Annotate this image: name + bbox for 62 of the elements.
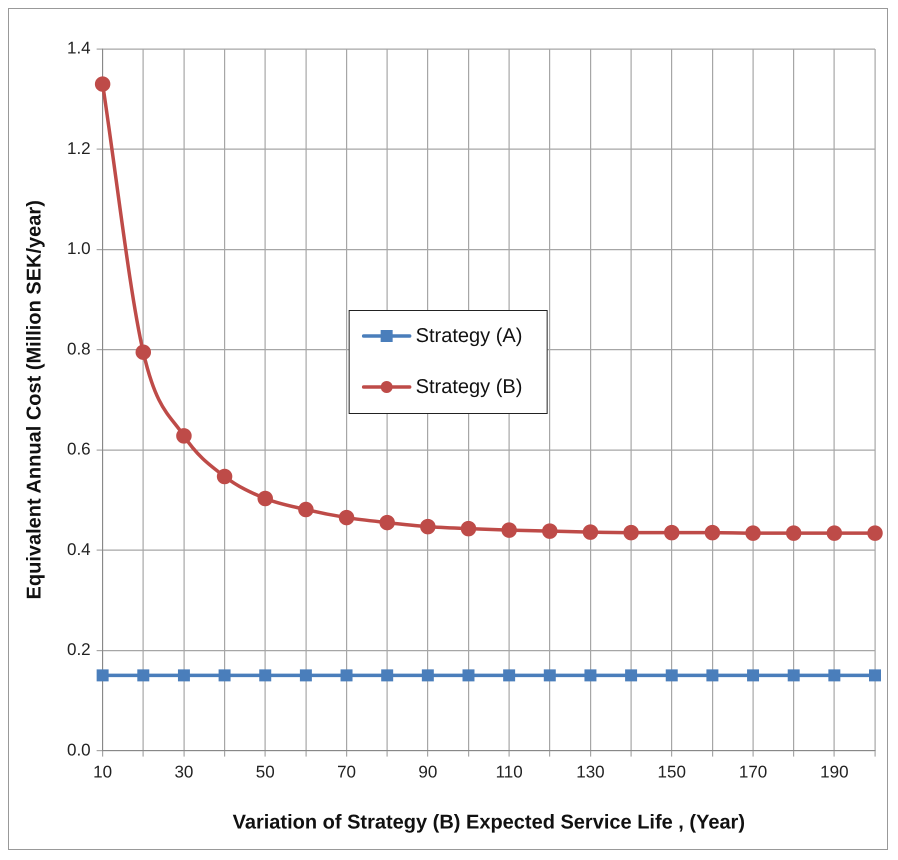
point bbox=[300, 669, 312, 682]
y-tick-label: 1.4 bbox=[66, 38, 91, 58]
point bbox=[828, 669, 840, 682]
point bbox=[869, 669, 881, 682]
point bbox=[666, 669, 678, 682]
legend-label: Strategy (A) bbox=[416, 324, 522, 348]
point bbox=[501, 522, 517, 538]
point bbox=[340, 669, 353, 682]
point bbox=[826, 525, 842, 541]
point bbox=[786, 525, 802, 541]
point bbox=[788, 669, 800, 682]
x-tick-label: 110 bbox=[496, 762, 523, 782]
point bbox=[460, 520, 476, 536]
point bbox=[623, 524, 639, 540]
point bbox=[704, 524, 720, 540]
point bbox=[216, 468, 232, 484]
y-tick-label: 0.4 bbox=[66, 540, 91, 559]
x-tick-label: 10 bbox=[93, 762, 112, 782]
x-tick-label: 50 bbox=[256, 762, 275, 782]
point bbox=[298, 502, 314, 518]
point bbox=[706, 669, 718, 682]
y-axis-title: Equivalent Annual Cost (Million SEK/year) bbox=[24, 200, 46, 600]
x-tick-label: 150 bbox=[658, 762, 686, 782]
y-tick-label: 0.6 bbox=[66, 440, 91, 459]
y-tick-label: 0.0 bbox=[66, 740, 91, 760]
x-axis-title: Variation of Strategy (B) Expected Service Life , (Year) bbox=[232, 812, 746, 834]
y-tick-label: 1.2 bbox=[66, 138, 91, 158]
point bbox=[503, 669, 516, 682]
x-tick-label: 170 bbox=[738, 762, 768, 782]
point bbox=[218, 669, 231, 682]
point bbox=[178, 669, 190, 682]
point bbox=[422, 669, 434, 682]
x-tick-label: 90 bbox=[418, 762, 438, 782]
point bbox=[584, 669, 596, 682]
point bbox=[381, 669, 394, 682]
legend-label: Strategy (B) bbox=[416, 376, 522, 399]
point bbox=[136, 344, 152, 360]
point bbox=[96, 669, 109, 682]
point bbox=[462, 669, 474, 682]
x-tick-label: 30 bbox=[174, 762, 194, 782]
point bbox=[747, 669, 760, 682]
x-tick-label: 70 bbox=[337, 762, 356, 782]
point bbox=[582, 524, 598, 540]
y-tick-label: 0.8 bbox=[66, 339, 91, 358]
point bbox=[338, 510, 354, 526]
point bbox=[542, 523, 558, 539]
point bbox=[420, 518, 436, 534]
y-tick-label: 0.2 bbox=[66, 640, 91, 660]
point bbox=[379, 514, 395, 530]
point bbox=[664, 524, 680, 540]
point bbox=[867, 525, 883, 541]
y-tick-label: 1.0 bbox=[66, 239, 91, 258]
x-tick-label: 130 bbox=[576, 762, 605, 782]
point bbox=[137, 669, 150, 682]
point bbox=[257, 490, 273, 506]
point bbox=[544, 669, 556, 682]
point bbox=[625, 669, 638, 682]
x-tick-label: 190 bbox=[820, 762, 849, 782]
point bbox=[259, 669, 272, 682]
point bbox=[745, 525, 761, 541]
point bbox=[94, 76, 110, 92]
point bbox=[176, 428, 192, 444]
